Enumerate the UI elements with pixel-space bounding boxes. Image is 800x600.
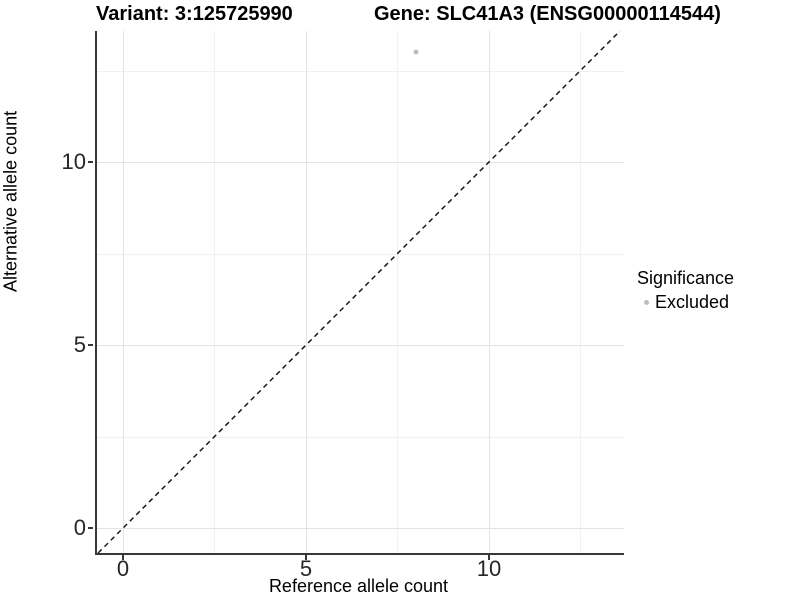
- plot-title-gene: Gene: SLC41A3 (ENSG00000114544): [374, 3, 721, 25]
- legend-item-excluded: Excluded: [637, 292, 734, 313]
- legend-title: Significance: [637, 268, 735, 288]
- x-major-gridline: [122, 31, 124, 553]
- y-tick-mark: [88, 527, 93, 530]
- y-major-gridline: [97, 345, 624, 347]
- legend-point-icon: [644, 300, 649, 305]
- x-tick-mark: [487, 555, 490, 560]
- y-minor-gridline: [97, 436, 624, 438]
- y-tick-label: 10: [61, 149, 86, 175]
- x-major-gridline: [488, 31, 490, 553]
- y-major-gridline: [97, 528, 624, 530]
- y-tick-label: 0: [73, 515, 86, 541]
- x-minor-gridline: [214, 31, 216, 553]
- y-minor-gridline: [97, 70, 624, 72]
- x-major-gridline: [305, 31, 307, 553]
- x-tick-label: 5: [299, 556, 313, 581]
- identity-line: [97, 30, 621, 554]
- x-tick-label: 0: [116, 556, 130, 581]
- plot-title-variant: Variant: 3:125725990: [96, 3, 293, 25]
- x-minor-gridline: [580, 31, 582, 553]
- legend-item-label: Excluded: [655, 292, 730, 312]
- x-axis-title: Reference allele count: [268, 576, 449, 596]
- x-minor-gridline: [397, 31, 399, 553]
- y-major-gridline: [97, 162, 624, 164]
- y-tick-mark: [88, 344, 93, 347]
- plot-panel: [95, 30, 624, 555]
- x-tick-mark: [121, 555, 124, 560]
- y-axis-title: Alternative allele count: [0, 110, 21, 292]
- y-tick-mark: [88, 161, 93, 164]
- x-tick-mark: [304, 555, 307, 560]
- data-point: [413, 49, 419, 55]
- identity-line-layer: [97, 30, 621, 554]
- y-minor-gridline: [97, 253, 624, 255]
- x-tick-label: 10: [476, 556, 502, 581]
- y-tick-label: 5: [73, 332, 86, 358]
- legend: Significance Excluded: [637, 268, 734, 313]
